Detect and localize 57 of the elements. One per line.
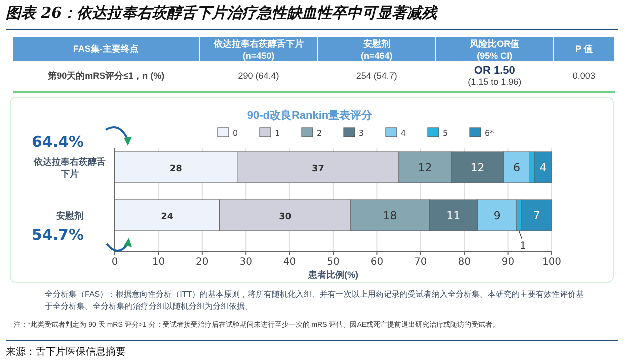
text: 风险比OR值 (95% CI): [436, 37, 554, 61]
x-axis-title: 患者比例(%): [308, 270, 358, 280]
x-tick-label: 80: [458, 257, 471, 268]
x-tick-label: 30: [240, 257, 252, 268]
data-label: 1: [520, 241, 526, 252]
text: OR 1.50 (1.15 to 1.96): [467, 65, 523, 87]
data-label: 37: [312, 164, 324, 174]
data-label: 4: [540, 162, 547, 174]
text: P 值: [554, 37, 614, 61]
data-label: 7: [533, 210, 540, 222]
legend-item: 2: [302, 128, 322, 138]
legend-label: 4: [401, 129, 406, 138]
data-label: 12: [418, 162, 432, 174]
legend-item: 5: [428, 128, 448, 138]
y-tick-label: 安慰剂: [56, 210, 84, 222]
x-tick-label: 20: [196, 257, 209, 268]
text: 254 (54.7): [318, 61, 436, 92]
legend-label: 5: [443, 129, 448, 138]
text: 全分析集（FAS）：根据意向性分析（ITT）的基本原则，将所有随机化入组、并有一次以上用药记录的受试者纳入全分析集。本研究的主要有效性评价基于全分析集。全分析集的治疗分组以随机分组为分组依据。: [45, 289, 585, 313]
text: 54.7%: [32, 226, 84, 244]
data-label: 30: [279, 212, 292, 222]
data-label: 11: [446, 210, 461, 222]
source-note: 来源：舌下片医保信息摘要: [6, 346, 126, 359]
legend-label: 3: [359, 129, 364, 138]
x-tick-label: 0: [112, 257, 118, 268]
data-label: 24: [161, 212, 174, 222]
legend-item: 1: [260, 128, 280, 138]
legend-item: 4: [386, 128, 406, 138]
text: 安慰剂 (n=464): [318, 37, 436, 61]
chart-subtitle: 90-d改良Rankin量表评分: [247, 109, 374, 122]
data-label: 6: [514, 162, 521, 174]
x-tick-label: 40: [283, 257, 296, 268]
legend-item: 6*: [470, 128, 494, 138]
data-label: 18: [383, 210, 398, 222]
y-tick-label: 依达拉奉右莰醇舌下片: [32, 156, 107, 180]
text: 290 (64.4): [200, 61, 318, 92]
series-label: 0: [233, 129, 238, 138]
text: 64.4%: [32, 133, 84, 151]
data-label: 12: [470, 162, 485, 174]
x-tick-label: 70: [414, 257, 428, 268]
x-tick-label: 60: [370, 257, 384, 268]
text: 依达拉奉右莰醇舌下片 (n=450): [200, 37, 318, 61]
x-tick-label: 90: [502, 257, 515, 268]
data-label: 28: [170, 164, 182, 174]
data-label: 9: [494, 210, 501, 222]
chart-title: 图表 26：依达拉奉右莰醇舌下片治疗急性缺血性卒中可显著减残: [6, 4, 438, 23]
legend-item: 0: [218, 128, 238, 138]
text: FAS集-主要终点: [13, 37, 200, 61]
text: 0.003: [554, 61, 614, 92]
x-tick-label: 100: [542, 257, 562, 268]
x-tick-label: 10: [152, 257, 166, 268]
legend-label: 6*: [485, 129, 494, 138]
legend-item: 3: [344, 128, 364, 138]
x-tick-label: 50: [327, 257, 340, 268]
legend-label: 1: [275, 129, 280, 138]
legend-label: 2: [317, 129, 322, 138]
text: 第90天的mRS评分≤1，n (%): [13, 61, 200, 92]
